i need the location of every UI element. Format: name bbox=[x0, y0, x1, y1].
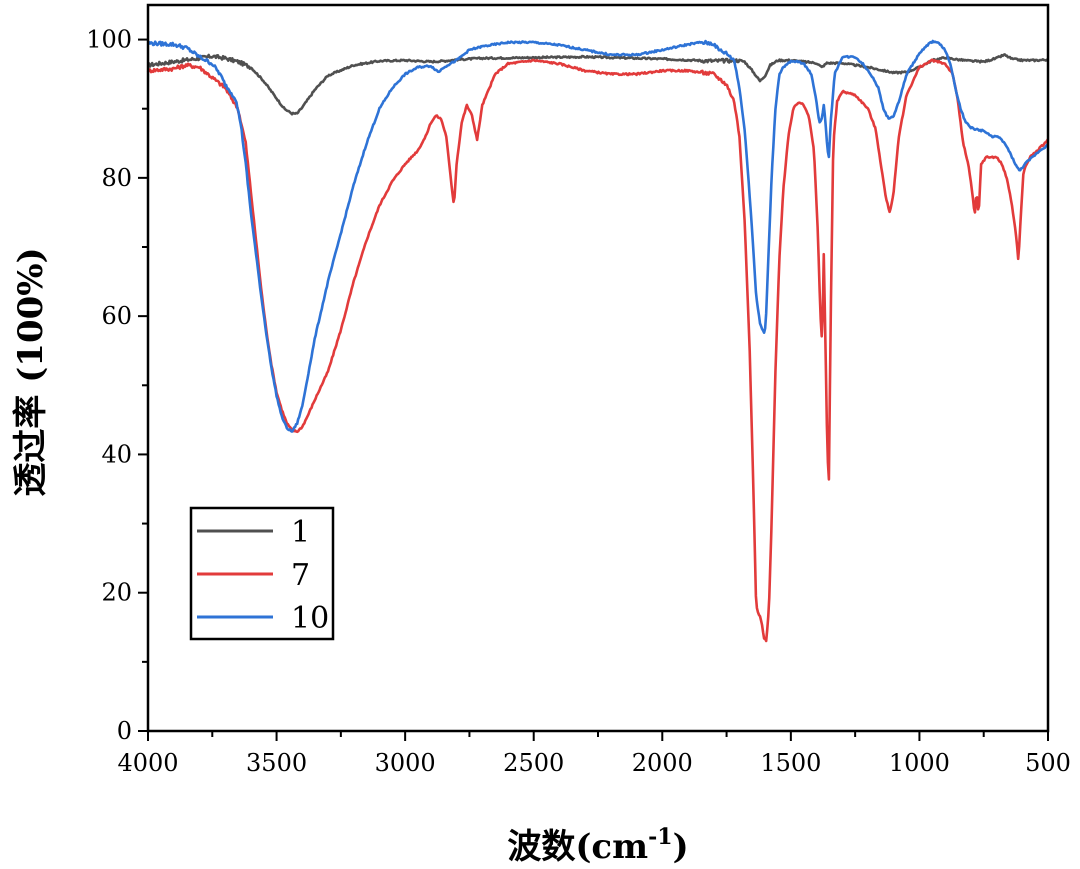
x-tick-label: 1000 bbox=[889, 749, 950, 777]
y-tick-label: 100 bbox=[86, 26, 132, 54]
legend-label-10: 10 bbox=[291, 601, 329, 636]
ticks-layer bbox=[138, 38, 1049, 741]
y-tick-label: 60 bbox=[101, 302, 132, 330]
y-tick-label: 40 bbox=[101, 440, 132, 468]
x-axis-title-close: ) bbox=[673, 827, 689, 867]
x-tick-label: 3500 bbox=[246, 749, 307, 777]
series-line-10 bbox=[146, 39, 1049, 433]
x-tick-label: 3000 bbox=[375, 749, 436, 777]
x-axis-title-main: 波数(cm bbox=[507, 827, 648, 867]
x-axis-title: 波数(cm-1) bbox=[507, 824, 688, 867]
x-tick-label: 500 bbox=[1025, 749, 1071, 777]
x-tick-label: 4000 bbox=[117, 749, 178, 777]
legend-label-1: 1 bbox=[291, 515, 310, 550]
x-tick-label: 1500 bbox=[760, 749, 821, 777]
y-tick-label: 20 bbox=[101, 579, 132, 607]
x-tick-label: 2500 bbox=[503, 749, 564, 777]
y-axis-title: 透过率 (100%) bbox=[11, 247, 51, 496]
x-axis-title-superscript: -1 bbox=[648, 824, 672, 850]
y-tick-label: 0 bbox=[117, 717, 132, 745]
series-line-7 bbox=[146, 58, 1050, 643]
series-layer bbox=[146, 39, 1050, 643]
tick-labels-layer: 4000 3500 3000 2500 2000 1500 1000 500 0 20 40 60 80… bbox=[86, 26, 1071, 777]
y-tick-label: 80 bbox=[101, 164, 132, 192]
legend-label-7: 7 bbox=[291, 558, 310, 593]
x-tick-label: 2000 bbox=[632, 749, 693, 777]
series-line-1 bbox=[147, 53, 1049, 116]
